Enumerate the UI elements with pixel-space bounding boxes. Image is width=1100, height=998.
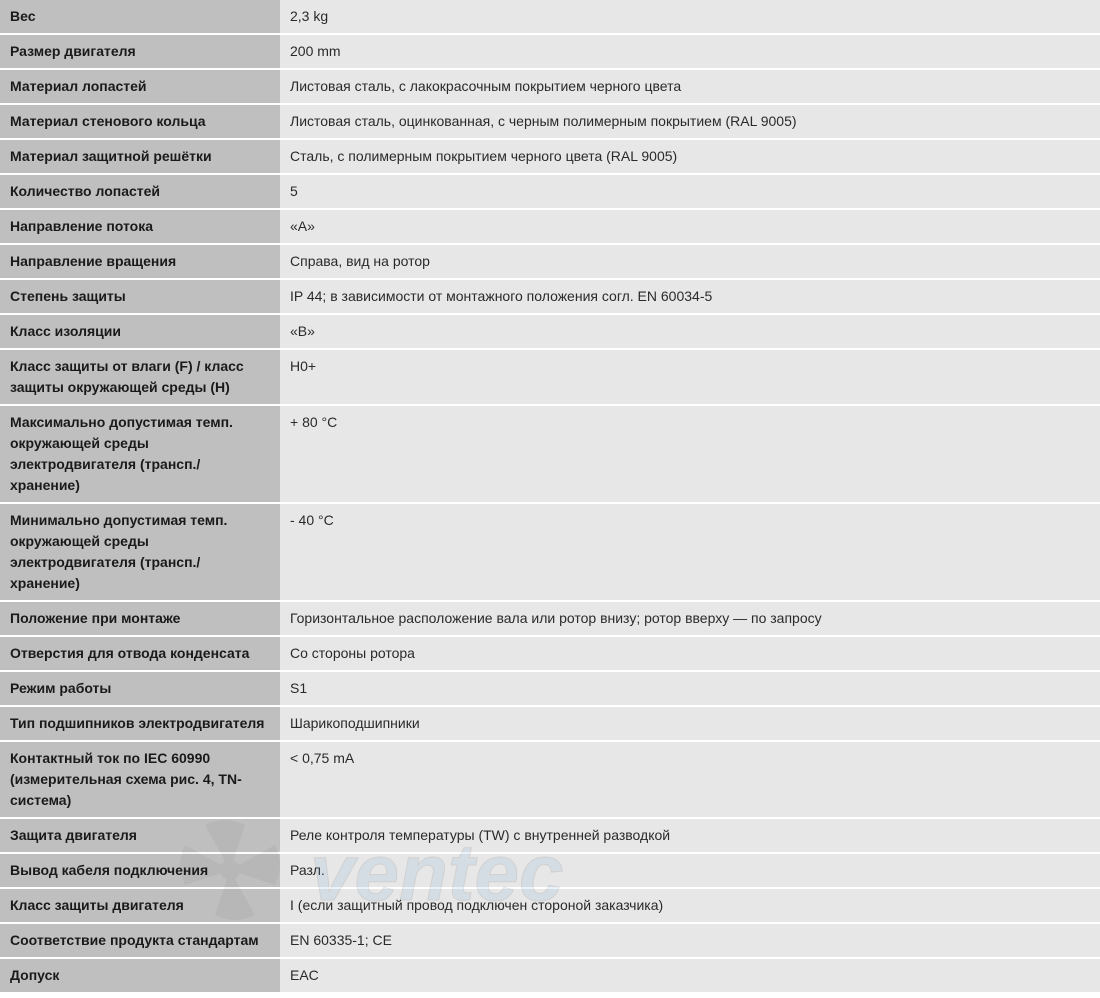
spec-value: Разл. bbox=[280, 853, 1100, 888]
spec-label: Класс защиты от влаги (F) / класс защиты… bbox=[0, 349, 280, 405]
spec-value: Листовая сталь, с лакокрасочным покрытие… bbox=[280, 69, 1100, 104]
spec-value: < 0,75 mA bbox=[280, 741, 1100, 818]
spec-row: Класс защиты от влаги (F) / класс защиты… bbox=[0, 349, 1100, 405]
spec-row: Тип подшипников электродвигателяШарикопо… bbox=[0, 706, 1100, 741]
spec-value: Реле контроля температуры (TW) с внутрен… bbox=[280, 818, 1100, 853]
spec-row: Направление потока«A» bbox=[0, 209, 1100, 244]
spec-row: ДопускEAC bbox=[0, 958, 1100, 993]
spec-value: + 80 °C bbox=[280, 405, 1100, 503]
spec-value: 2,3 kg bbox=[280, 0, 1100, 34]
spec-row: Размер двигателя200 mm bbox=[0, 34, 1100, 69]
spec-row: Минимально допустимая темп. окружающей с… bbox=[0, 503, 1100, 601]
spec-row: Положение при монтажеГоризонтальное расп… bbox=[0, 601, 1100, 636]
spec-row: Контактный ток по IEC 60990 (измерительн… bbox=[0, 741, 1100, 818]
spec-row: Вес2,3 kg bbox=[0, 0, 1100, 34]
spec-row: Материал стенового кольцаЛистовая сталь,… bbox=[0, 104, 1100, 139]
spec-row: Материал лопастейЛистовая сталь, с лакок… bbox=[0, 69, 1100, 104]
spec-label: Количество лопастей bbox=[0, 174, 280, 209]
spec-row: Отверстия для отвода конденсатаСо сторон… bbox=[0, 636, 1100, 671]
spec-row: Максимально допустимая темп. окружающей … bbox=[0, 405, 1100, 503]
spec-table: Вес2,3 kgРазмер двигателя200 mmМатериал … bbox=[0, 0, 1100, 994]
spec-value: Шарикоподшипники bbox=[280, 706, 1100, 741]
spec-label: Допуск bbox=[0, 958, 280, 993]
spec-value: Листовая сталь, оцинкованная, с черным п… bbox=[280, 104, 1100, 139]
spec-value: H0+ bbox=[280, 349, 1100, 405]
spec-row: Класс изоляции«B» bbox=[0, 314, 1100, 349]
spec-row: Направление вращенияСправа, вид на ротор bbox=[0, 244, 1100, 279]
spec-label: Контактный ток по IEC 60990 (измерительн… bbox=[0, 741, 280, 818]
spec-value: 200 mm bbox=[280, 34, 1100, 69]
spec-row: Режим работыS1 bbox=[0, 671, 1100, 706]
spec-label: Защита двигателя bbox=[0, 818, 280, 853]
spec-value: EAC bbox=[280, 958, 1100, 993]
spec-row: Соответствие продукта стандартамEN 60335… bbox=[0, 923, 1100, 958]
spec-value: 5 bbox=[280, 174, 1100, 209]
spec-value: «A» bbox=[280, 209, 1100, 244]
spec-value: Со стороны ротора bbox=[280, 636, 1100, 671]
spec-label: Материал лопастей bbox=[0, 69, 280, 104]
spec-row: Материал защитной решёткиСталь, с полиме… bbox=[0, 139, 1100, 174]
spec-value: Справа, вид на ротор bbox=[280, 244, 1100, 279]
spec-row: Защита двигателяРеле контроля температур… bbox=[0, 818, 1100, 853]
spec-label: Положение при монтаже bbox=[0, 601, 280, 636]
spec-row: Степень защитыIP 44; в зависимости от мо… bbox=[0, 279, 1100, 314]
spec-label: Вывод кабеля подключения bbox=[0, 853, 280, 888]
spec-row: Количество лопастей5 bbox=[0, 174, 1100, 209]
spec-table-body: Вес2,3 kgРазмер двигателя200 mmМатериал … bbox=[0, 0, 1100, 993]
spec-value: Сталь, с полимерным покрытием черного цв… bbox=[280, 139, 1100, 174]
spec-label: Класс изоляции bbox=[0, 314, 280, 349]
spec-label: Минимально допустимая темп. окружающей с… bbox=[0, 503, 280, 601]
spec-value: S1 bbox=[280, 671, 1100, 706]
spec-value: EN 60335-1; CE bbox=[280, 923, 1100, 958]
spec-value: «B» bbox=[280, 314, 1100, 349]
spec-label: Максимально допустимая темп. окружающей … bbox=[0, 405, 280, 503]
spec-row: Вывод кабеля подключенияРазл. bbox=[0, 853, 1100, 888]
spec-label: Класс защиты двигателя bbox=[0, 888, 280, 923]
spec-label: Тип подшипников электродвигателя bbox=[0, 706, 280, 741]
spec-value: - 40 °C bbox=[280, 503, 1100, 601]
spec-label: Направление вращения bbox=[0, 244, 280, 279]
spec-label: Материал защитной решётки bbox=[0, 139, 280, 174]
spec-row: Класс защиты двигателяI (если защитный п… bbox=[0, 888, 1100, 923]
spec-label: Отверстия для отвода конденсата bbox=[0, 636, 280, 671]
spec-label: Степень защиты bbox=[0, 279, 280, 314]
spec-value: I (если защитный провод подключен сторон… bbox=[280, 888, 1100, 923]
spec-label: Соответствие продукта стандартам bbox=[0, 923, 280, 958]
spec-value: IP 44; в зависимости от монтажного полож… bbox=[280, 279, 1100, 314]
spec-label: Вес bbox=[0, 0, 280, 34]
spec-value: Горизонтальное расположение вала или рот… bbox=[280, 601, 1100, 636]
spec-label: Направление потока bbox=[0, 209, 280, 244]
spec-label: Режим работы bbox=[0, 671, 280, 706]
spec-label: Материал стенового кольца bbox=[0, 104, 280, 139]
spec-label: Размер двигателя bbox=[0, 34, 280, 69]
